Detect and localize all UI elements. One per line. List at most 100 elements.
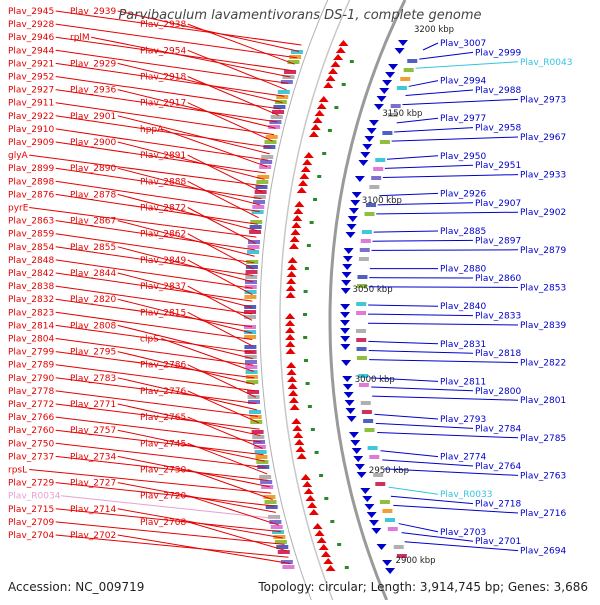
left-leader-line	[188, 103, 273, 141]
gene-category-block	[250, 225, 262, 229]
forward-gene-arrow	[317, 103, 327, 109]
gene-category-block	[394, 545, 404, 549]
reverse-gene-arrow	[385, 72, 395, 78]
left-gene-label: Plav_2760	[8, 426, 54, 436]
gene-category-block	[400, 77, 410, 81]
right-leader-line	[383, 175, 518, 178]
forward-gene-arrow	[319, 544, 329, 550]
tick-mark	[306, 382, 310, 385]
forward-gene-arrow	[319, 96, 329, 102]
left-gene-label: Plav_2804	[8, 335, 54, 345]
reverse-gene-arrow	[343, 256, 353, 262]
gene-category-block	[245, 365, 257, 369]
left-gene-label: Plav_2898	[8, 177, 54, 187]
forward-gene-arrow	[286, 362, 296, 368]
left-gene-label: Plav_2757	[70, 426, 116, 436]
reverse-gene-arrow	[362, 144, 372, 150]
right-gene-label: Plav_2951	[475, 161, 521, 171]
gene-category-block	[382, 131, 392, 135]
gene-category-block	[362, 410, 372, 414]
right-leader-line	[423, 43, 438, 50]
left-leader-line	[118, 378, 257, 410]
forward-gene-arrow	[287, 376, 297, 382]
left-gene-label: Plav_2849	[140, 256, 186, 266]
right-leader-line	[373, 240, 473, 241]
right-gene-label: Plav_2907	[475, 199, 521, 209]
tick-mark	[330, 520, 334, 523]
forward-gene-arrow	[304, 488, 314, 494]
tick-mark	[307, 244, 311, 247]
right-leader-line	[369, 287, 518, 288]
reverse-gene-arrow	[369, 120, 379, 126]
forward-gene-arrow	[294, 201, 304, 207]
forward-gene-arrow	[291, 418, 301, 424]
reverse-gene-arrow	[360, 488, 370, 494]
reverse-gene-arrow	[346, 232, 356, 238]
right-gene-label: Plav_2785	[520, 434, 566, 444]
reverse-gene-arrow	[340, 320, 350, 326]
right-leader-line	[392, 137, 518, 141]
tick-mark	[350, 60, 354, 63]
reverse-gene-arrow	[371, 528, 381, 534]
reverse-gene-arrow	[340, 336, 350, 342]
left-gene-label: glyA	[8, 151, 29, 161]
forward-gene-arrow	[286, 285, 296, 291]
forward-gene-arrow	[289, 243, 299, 249]
right-gene-label: Plav_2822	[520, 359, 566, 369]
right-leader-line	[368, 323, 518, 325]
gene-category-block	[357, 275, 367, 279]
left-gene-label: Plav_2778	[8, 387, 54, 397]
tick-mark	[303, 313, 307, 316]
reverse-gene-arrow	[344, 248, 354, 254]
reverse-gene-arrow	[355, 176, 365, 182]
left-gene-label: pyrE	[8, 204, 29, 214]
forward-gene-arrow	[326, 75, 336, 81]
reverse-gene-arrow	[350, 200, 360, 206]
tick-mark	[303, 336, 307, 339]
gene-category-block	[361, 239, 371, 243]
left-gene-label: Plav_2786	[140, 361, 186, 371]
reverse-gene-arrow	[344, 392, 354, 398]
forward-gene-arrow	[338, 40, 348, 46]
right-leader-line	[374, 414, 438, 419]
left-leader-line	[188, 234, 254, 269]
right-gene-label: Plav_2999	[475, 48, 521, 58]
gene-category-block	[357, 356, 367, 360]
gene-category-block	[397, 86, 407, 90]
forward-gene-arrow	[299, 173, 309, 179]
forward-gene-arrow	[321, 551, 331, 557]
right-leader-line	[368, 305, 438, 306]
reverse-gene-arrow	[341, 280, 351, 286]
reverse-gene-arrow	[364, 504, 374, 510]
left-gene-label: Plav_2815	[140, 308, 186, 318]
left-gene-label: Plav_2900	[70, 138, 116, 148]
forward-gene-arrow	[326, 565, 336, 571]
left-gene-label: Plav_2917	[140, 99, 186, 109]
gene-category-block	[360, 248, 370, 252]
gene-category-block	[356, 302, 366, 306]
tick-mark	[337, 543, 341, 546]
gene-category-block	[255, 455, 267, 459]
gene-category-block	[407, 59, 417, 63]
reverse-gene-arrow	[340, 328, 350, 334]
reverse-gene-arrow	[340, 312, 350, 318]
reverse-gene-arrow	[355, 464, 365, 470]
left-gene-label: Plav_2765	[140, 413, 186, 423]
left-gene-label: Plav_2918	[140, 73, 186, 83]
reverse-gene-arrow	[353, 456, 363, 462]
forward-gene-arrow	[293, 208, 303, 214]
left-gene-label: Plav_2771	[70, 400, 116, 410]
forward-gene-arrow	[286, 292, 296, 298]
right-gene-label: Plav_2801	[520, 396, 566, 406]
right-leader-line	[409, 81, 438, 87]
left-leader-line	[118, 535, 291, 564]
forward-gene-arrow	[323, 558, 333, 564]
gene-category-block	[252, 205, 264, 209]
gene-category-block	[375, 482, 385, 486]
tick-mark	[324, 497, 328, 500]
forward-gene-arrow	[292, 215, 302, 221]
left-gene-label: Plav_2901	[70, 112, 116, 122]
gene-category-block	[255, 190, 267, 194]
forward-gene-arrow	[293, 432, 303, 438]
right-gene-label: Plav_2763	[520, 471, 566, 481]
